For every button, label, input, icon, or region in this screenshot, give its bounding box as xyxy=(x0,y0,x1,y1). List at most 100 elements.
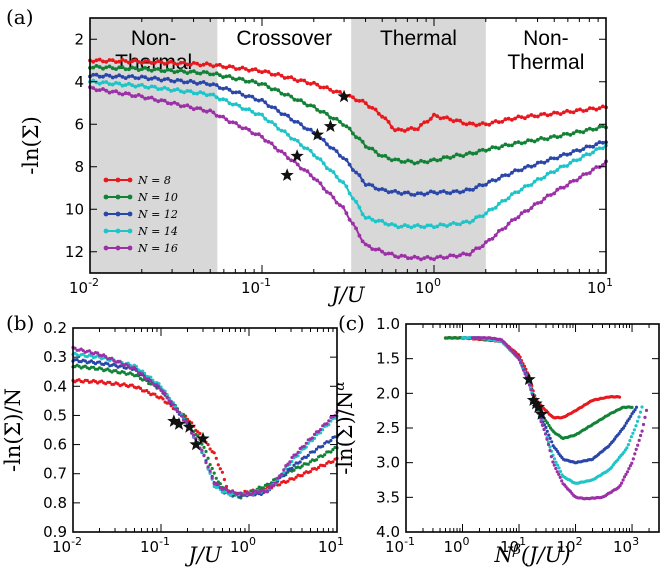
data-point xyxy=(166,60,170,65)
data-point xyxy=(497,229,501,233)
data-point xyxy=(319,427,323,432)
data-point xyxy=(149,379,153,383)
data-point xyxy=(493,205,498,210)
data-point xyxy=(399,224,404,229)
data-point xyxy=(467,252,472,257)
data-point xyxy=(351,168,355,172)
data-point xyxy=(527,383,532,387)
data-point xyxy=(94,88,99,93)
data-point xyxy=(383,153,388,158)
data-point xyxy=(282,129,287,134)
data-point xyxy=(529,164,534,169)
data-point xyxy=(617,395,622,399)
data-point xyxy=(292,77,297,82)
data-point xyxy=(101,59,105,64)
data-point xyxy=(428,158,433,163)
data-point xyxy=(224,487,229,491)
data-point xyxy=(198,80,203,85)
data-point xyxy=(591,150,595,155)
y-tick-label: 0.8 xyxy=(43,494,67,512)
data-point xyxy=(289,158,294,163)
data-point xyxy=(503,198,508,203)
data-point xyxy=(367,182,371,187)
data-point xyxy=(532,202,537,207)
data-point xyxy=(480,147,485,152)
data-point xyxy=(308,148,313,153)
data-point xyxy=(133,84,138,89)
data-point xyxy=(451,154,456,159)
data-point xyxy=(237,90,242,94)
data-point xyxy=(318,85,323,90)
data-point xyxy=(263,100,268,105)
x-axis-label: J/U xyxy=(327,283,365,307)
data-point xyxy=(415,191,420,196)
data-point xyxy=(288,460,292,464)
data-point xyxy=(161,397,165,401)
data-point xyxy=(315,82,320,87)
data-point xyxy=(250,131,255,136)
data-point xyxy=(464,152,469,156)
data-point xyxy=(523,165,527,170)
data-point xyxy=(104,73,109,77)
data-point xyxy=(568,161,573,165)
data-point xyxy=(435,114,440,118)
data-point xyxy=(169,89,174,93)
data-point xyxy=(376,247,381,252)
data-point xyxy=(474,123,479,128)
data-point xyxy=(484,240,488,245)
data-point xyxy=(214,83,219,87)
data-point xyxy=(380,114,384,119)
data-point xyxy=(302,101,307,105)
data-point xyxy=(305,81,310,86)
series-N12 xyxy=(71,358,339,499)
data-point xyxy=(510,118,514,122)
data-point xyxy=(306,453,310,457)
data-point xyxy=(221,86,226,91)
data-point xyxy=(169,59,174,64)
data-point xyxy=(289,117,294,122)
data-point xyxy=(185,103,190,108)
data-point xyxy=(260,97,264,102)
data-point xyxy=(120,58,125,62)
data-point xyxy=(363,101,368,106)
data-point xyxy=(159,98,164,103)
legend-entry: N = 10 xyxy=(137,191,178,204)
data-point xyxy=(263,138,268,143)
data-point xyxy=(386,251,391,256)
data-point xyxy=(126,60,131,65)
data-point xyxy=(354,98,358,103)
data-point xyxy=(208,83,213,87)
data-point xyxy=(208,62,213,67)
data-point xyxy=(634,424,638,428)
data-point xyxy=(136,60,141,64)
data-point xyxy=(471,151,475,156)
data-point xyxy=(551,460,555,464)
data-point xyxy=(574,158,579,163)
data-point xyxy=(169,101,174,106)
data-point xyxy=(493,178,498,183)
data-point xyxy=(634,405,639,409)
data-point xyxy=(286,156,290,161)
data-point xyxy=(448,191,453,196)
data-point xyxy=(198,71,203,76)
data-point xyxy=(276,72,281,76)
data-point xyxy=(220,470,224,474)
data-point xyxy=(370,106,375,110)
data-point xyxy=(628,439,632,443)
data-point xyxy=(243,94,248,99)
data-point xyxy=(594,165,599,169)
data-point xyxy=(354,135,358,140)
data-point xyxy=(185,62,190,67)
data-point xyxy=(441,256,446,260)
data-point xyxy=(561,185,566,190)
data-point xyxy=(334,89,339,94)
data-point xyxy=(188,105,193,110)
legend-marker xyxy=(127,177,133,183)
region-label: Crossover xyxy=(236,27,332,50)
data-point xyxy=(526,183,530,188)
data-point xyxy=(529,388,533,392)
legend-marker xyxy=(103,177,109,183)
data-point xyxy=(516,140,521,145)
data-point xyxy=(548,193,553,197)
data-point xyxy=(451,119,456,124)
